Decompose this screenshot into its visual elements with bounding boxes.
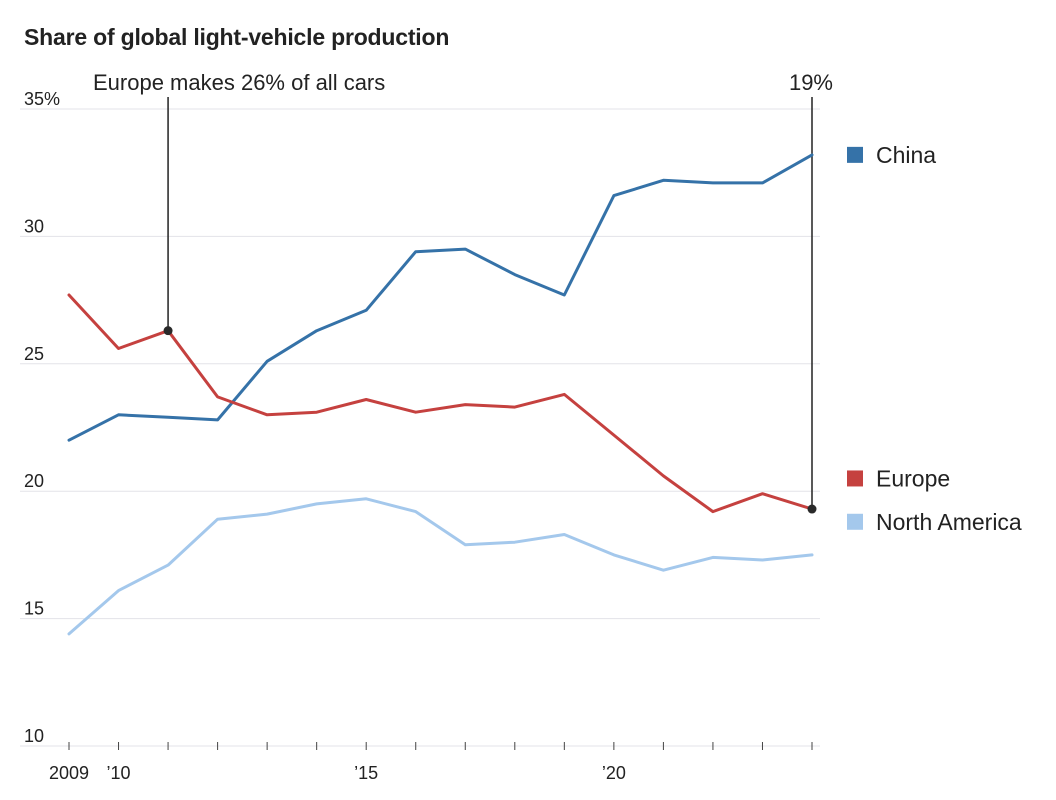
annotation-marker-1 — [807, 504, 817, 514]
annotation-text-1: 19% — [789, 70, 833, 95]
x-tick-label-2009: 2009 — [49, 763, 89, 783]
legend-label-china: China — [876, 142, 936, 168]
annotation-markers — [163, 326, 817, 514]
gridlines: 35% 30 25 20 15 10 — [20, 89, 820, 747]
y-tick-label-35: 35% — [24, 89, 60, 109]
x-axis: 2009 ’10 ’15 ’20 — [49, 742, 813, 783]
legend-swatch-china — [847, 146, 863, 163]
legend-swatch-north-america — [847, 513, 863, 530]
y-tick-label-25: 25 — [24, 344, 44, 364]
y-tick-label-30: 30 — [24, 216, 44, 236]
y-tick-label-20: 20 — [24, 471, 44, 491]
series-line-china — [67, 153, 814, 442]
y-tick-label-15: 15 — [24, 599, 44, 619]
y-tick-label-10: 10 — [24, 726, 44, 746]
legend: China Europe North America — [847, 142, 1022, 535]
series-line-europe — [67, 293, 814, 514]
series-lines — [67, 153, 814, 636]
annotation-text-0: Europe makes 26% of all cars — [93, 70, 385, 95]
annotation-marker-0 — [163, 326, 173, 336]
legend-label-north-america: North America — [876, 509, 1022, 535]
legend-label-europe: Europe — [876, 465, 950, 491]
chart-title: Share of global light-vehicle production — [24, 24, 450, 50]
x-tick-label-2020: ’20 — [602, 763, 626, 783]
x-tick-label-2015: ’15 — [354, 763, 378, 783]
legend-swatch-europe — [847, 470, 863, 487]
x-tick-label-2010: ’10 — [107, 763, 131, 783]
series-line-north-america — [67, 497, 814, 636]
annotations: Europe makes 26% of all cars 19% — [93, 70, 833, 510]
